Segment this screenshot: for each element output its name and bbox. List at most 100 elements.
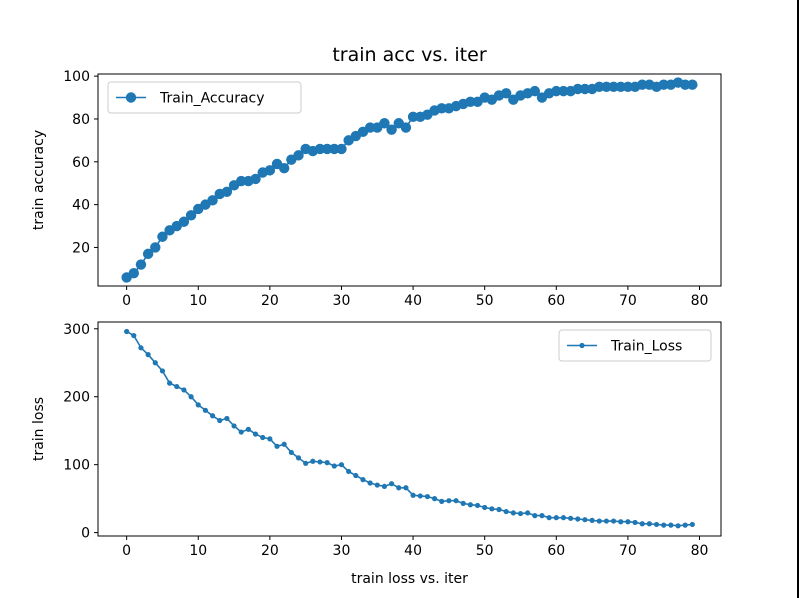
data-point [400, 122, 412, 133]
data-point [221, 186, 233, 197]
legend-box [107, 81, 302, 114]
x-tick-label: 40 [404, 293, 422, 309]
y-axis-label: train loss [31, 397, 47, 461]
data-point [460, 500, 466, 506]
data-point [510, 510, 516, 516]
data-point [572, 83, 583, 95]
x-tick-label: 30 [333, 543, 351, 559]
data-point [622, 81, 634, 93]
data-point [264, 165, 276, 176]
x-tick-label: 20 [261, 543, 279, 559]
data-point [324, 460, 330, 466]
data-point [503, 508, 509, 515]
data-point [594, 81, 605, 93]
y-tick-label: 60 [72, 155, 90, 171]
data-point [424, 493, 431, 500]
x-tick-label: 80 [691, 293, 709, 309]
x-tick-label: 50 [476, 543, 494, 559]
data-point [465, 96, 476, 108]
x-tick-label: 0 [122, 543, 131, 559]
data-point [431, 496, 438, 502]
data-point [181, 387, 187, 393]
data-point [517, 510, 524, 517]
data-point [646, 521, 652, 527]
y-tick-label: 100 [63, 69, 90, 85]
data-point [281, 441, 287, 447]
data-point [150, 242, 161, 253]
y-tick-label: 40 [72, 198, 90, 214]
data-point [625, 519, 631, 525]
data-point [124, 328, 130, 335]
data-point [446, 498, 452, 504]
x-tick-label: 60 [547, 543, 565, 559]
data-point [403, 485, 409, 491]
data-point [379, 118, 390, 129]
data-point [185, 210, 197, 221]
data-point [675, 523, 681, 529]
data-point [618, 519, 624, 525]
data-point [178, 216, 190, 227]
data-point [482, 504, 488, 511]
y-tick-label: 20 [72, 240, 90, 256]
data-point [579, 83, 591, 95]
x-tick-label: 50 [476, 293, 494, 309]
data-point [288, 449, 294, 456]
data-point [278, 163, 290, 174]
data-point [329, 143, 340, 155]
data-point [217, 417, 223, 424]
data-point [174, 383, 180, 390]
data-point [331, 463, 337, 469]
x-tick-label: 40 [404, 543, 422, 559]
data-point [336, 143, 347, 155]
data-point [689, 521, 695, 528]
data-point [525, 510, 531, 516]
data-point [582, 517, 588, 523]
data-point [410, 492, 416, 498]
data-point [474, 502, 481, 509]
y-tick-label: 300 [63, 322, 90, 338]
data-point [453, 498, 459, 504]
accuracy-subplot: 0 10 20 30 40 50 60 70 80 20 40 60 80 100 train acc vs… [31, 44, 722, 309]
data-point [496, 506, 502, 513]
data-point [274, 443, 280, 449]
data-point [338, 462, 345, 468]
y-tick-label: 200 [63, 390, 90, 406]
x-tick-label: 0 [122, 293, 131, 309]
data-point [159, 368, 166, 374]
data-point [661, 522, 667, 528]
data-point [152, 360, 158, 366]
data-point [209, 413, 216, 419]
data-point [314, 143, 326, 155]
x-tick-label: 60 [547, 293, 565, 309]
data-point [260, 434, 266, 441]
data-point [231, 423, 237, 429]
data-point [250, 173, 261, 185]
x-axis-label: train loss vs. iter [351, 571, 468, 587]
y-axis-label: train accuracy [31, 130, 47, 230]
data-point [603, 518, 610, 524]
chart-title: train acc vs. iter [332, 44, 486, 66]
data-point [135, 259, 147, 270]
data-point [188, 394, 194, 400]
data-point [575, 516, 581, 522]
legend-swatch-marker [579, 342, 585, 349]
legend-box [558, 329, 712, 362]
data-point [360, 477, 366, 483]
data-point [668, 522, 674, 528]
data-point [317, 459, 323, 465]
data-point [653, 521, 660, 528]
data-point [596, 518, 602, 524]
data-point [639, 521, 645, 527]
loss-subplot: 0 10 20 30 40 50 60 70 80 0 100 200 300 train loss tra… [31, 321, 722, 587]
data-point [529, 85, 541, 97]
data-point [632, 519, 638, 526]
x-tick-label: 70 [619, 543, 637, 559]
data-point [546, 515, 552, 521]
window-edge-divider [797, 0, 799, 598]
x-tick-label: 20 [261, 293, 279, 309]
data-point [238, 429, 244, 435]
data-point [589, 517, 595, 523]
data-point [407, 111, 419, 123]
data-point [236, 175, 247, 187]
